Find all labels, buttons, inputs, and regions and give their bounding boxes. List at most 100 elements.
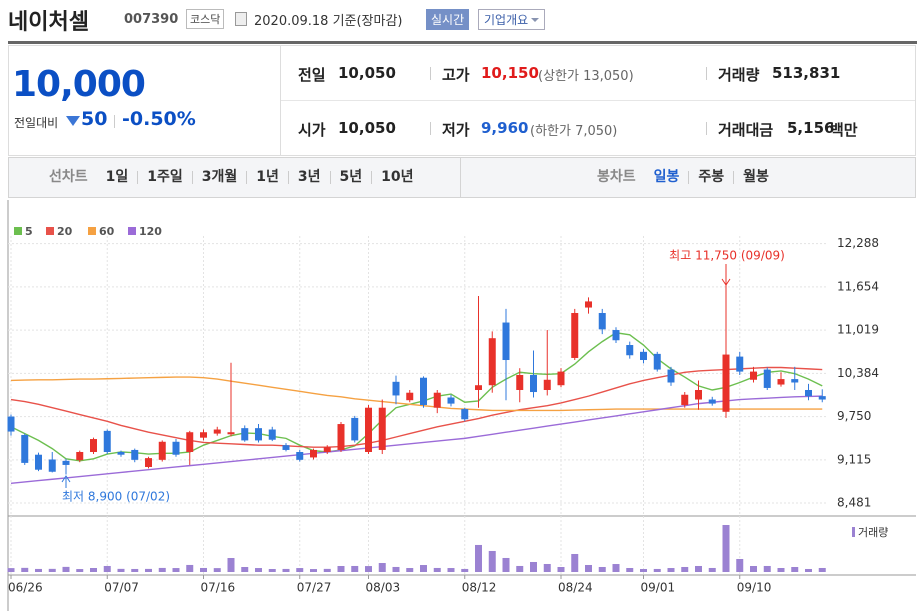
candle-body: [433, 392, 441, 408]
volume-bar: [736, 558, 744, 572]
candle-body: [48, 459, 56, 472]
low-annotation: 최저 8,900 (07/02): [62, 490, 170, 504]
stock-name: 네이처셀: [8, 10, 89, 35]
candle-body: [227, 432, 235, 435]
stat-label: 시가: [298, 121, 326, 139]
tab[interactable]: 10년: [371, 170, 422, 184]
volume-bar: [21, 567, 29, 572]
line-tabs: 선차트 1일 1주일 3개월 1년 3년 5년 10년: [40, 157, 423, 197]
down-arrow: [66, 116, 80, 126]
volume-bar: [488, 550, 496, 572]
volume-bar: [640, 568, 647, 572]
candle-body: [777, 379, 785, 385]
stat-value: 513,831: [772, 64, 841, 82]
volume-bar: [722, 525, 730, 572]
candle-body: [557, 371, 565, 386]
tab[interactable]: 1일: [105, 168, 129, 185]
candle-body: [90, 439, 97, 452]
volume-bar: [626, 567, 634, 572]
candle-body: [571, 312, 579, 358]
candle-body: [323, 447, 331, 452]
stat-value: 5,156: [787, 119, 835, 137]
candle-body: [667, 369, 675, 383]
legend-swatch: [88, 227, 96, 235]
candle-body: [282, 445, 290, 450]
y-tick-label: 12,288: [837, 236, 879, 250]
y-tick-label: 11,019: [837, 323, 879, 337]
stock-code: 007390: [124, 12, 179, 27]
volume-bar: [667, 568, 675, 572]
x-tick-label: 09/01: [641, 581, 676, 595]
y-tick-label: 9,750: [837, 409, 871, 423]
moving-average-line: [10, 395, 823, 485]
separator: [430, 67, 431, 80]
volume-bar: [598, 566, 606, 572]
volume-bar: [777, 567, 785, 572]
tab[interactable]: 월봉: [733, 170, 778, 184]
volume-bar: [268, 568, 276, 572]
volume-bar: [695, 565, 702, 572]
high-annotation: 최고 11,750 (09/09): [669, 249, 785, 263]
volume-bar: [681, 566, 689, 572]
volume-bar: [475, 544, 482, 572]
candle-body: [461, 409, 469, 420]
separator: [706, 122, 707, 135]
legend-swatch: [14, 227, 22, 235]
tab[interactable]: 주봉: [688, 170, 733, 184]
volume-bar: [612, 564, 620, 572]
candle-body: [378, 407, 386, 450]
volume-bar: [530, 561, 537, 572]
tab[interactable]: 선차트: [49, 168, 88, 185]
volume-bar: [7, 568, 15, 572]
candle-body: [200, 432, 207, 438]
candle-body: [502, 322, 510, 361]
volume-label: 거래량: [858, 526, 888, 539]
realtime-button[interactable]: 실시간: [426, 9, 470, 30]
volume-bar: [186, 564, 194, 572]
volume-bar: [323, 568, 331, 572]
separator: [430, 122, 431, 135]
volume-bar: [502, 557, 510, 572]
volume-bar: [571, 553, 579, 572]
legend-label: 20: [57, 225, 73, 238]
candle-body: [543, 379, 551, 390]
tab[interactable]: 5년: [329, 170, 372, 184]
candle-body: [805, 389, 812, 397]
company-info-button[interactable]: 기업개요: [478, 9, 546, 30]
volume-bar: [296, 568, 304, 572]
stat-label: 거래대금: [718, 121, 774, 139]
tab[interactable]: 3년: [287, 170, 330, 184]
date: 2020.09.18 기준(장마감): [254, 14, 403, 29]
candle-body: [255, 428, 262, 441]
volume-bar: [818, 567, 826, 572]
volume-bar: [103, 565, 111, 572]
candle-body: [406, 392, 414, 401]
volume-bar: [200, 567, 207, 572]
volume-bar: [117, 568, 125, 572]
tab[interactable]: 1년: [246, 170, 288, 184]
x-tick-label: 07/07: [104, 581, 139, 595]
volume-bar: [433, 567, 441, 572]
tab[interactable]: 3개월: [191, 170, 247, 184]
legend-label: 120: [139, 225, 162, 238]
change-label: 전일대비: [14, 116, 59, 130]
price-divider: [280, 45, 281, 156]
y-tick-label: 11,654: [837, 279, 879, 293]
x-tick-label: 06/26: [8, 581, 43, 595]
candle-body: [612, 330, 620, 341]
candle-body: [131, 449, 139, 460]
tab-bar: [8, 157, 916, 198]
candle-body: [640, 351, 647, 361]
candle-body: [35, 454, 42, 470]
candle-body: [681, 394, 689, 405]
volume-bar: [310, 569, 317, 572]
tab[interactable]: 1주일: [137, 170, 192, 184]
change: 50: [81, 108, 108, 130]
candle-body: [172, 441, 180, 455]
moving-average-line: [10, 366, 823, 448]
volume-bar: [255, 568, 262, 572]
tab[interactable]: 봉차트: [597, 168, 636, 185]
separator: [706, 67, 707, 80]
tab[interactable]: 일봉: [653, 168, 680, 185]
